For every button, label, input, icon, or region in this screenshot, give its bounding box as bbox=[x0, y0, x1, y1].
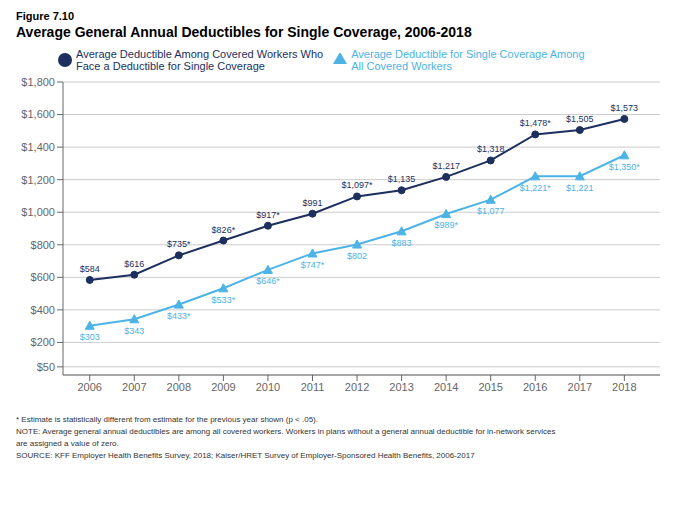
svg-text:$917*: $917* bbox=[256, 210, 280, 220]
svg-text:$1,200: $1,200 bbox=[21, 174, 55, 186]
html-text:are assigned a value of zero.: are assigned a value of zero. bbox=[16, 439, 119, 448]
svg-text:2007: 2007 bbox=[122, 381, 146, 393]
svg-text:2010: 2010 bbox=[256, 381, 280, 393]
svg-text:$1,478*: $1,478* bbox=[520, 118, 552, 128]
svg-text:$1,573: $1,573 bbox=[611, 103, 639, 113]
svg-text:$533*: $533* bbox=[212, 295, 236, 305]
svg-text:$1,400: $1,400 bbox=[21, 141, 55, 153]
svg-text:2008: 2008 bbox=[167, 381, 191, 393]
svg-text:$1,800: $1,800 bbox=[21, 76, 55, 88]
svg-text:$616: $616 bbox=[124, 259, 144, 269]
svg-text:$883: $883 bbox=[392, 238, 412, 248]
svg-text:$1,505: $1,505 bbox=[566, 114, 594, 124]
html-text:Average Deductible for Single: Average Deductible for Single Coverage A… bbox=[351, 48, 585, 72]
svg-text:$826*: $826* bbox=[212, 225, 236, 235]
svg-text:2016: 2016 bbox=[523, 381, 547, 393]
svg-text:2012: 2012 bbox=[345, 381, 369, 393]
svg-text:$1,221: $1,221 bbox=[566, 183, 594, 193]
svg-text:$1,135: $1,135 bbox=[388, 174, 416, 184]
svg-text:2009: 2009 bbox=[211, 381, 235, 393]
svg-text:2015: 2015 bbox=[478, 381, 502, 393]
svg-text:$303: $303 bbox=[80, 332, 100, 342]
svg-text:$802: $802 bbox=[347, 251, 367, 261]
svg-text:$735*: $735* bbox=[167, 239, 191, 249]
svg-text:$1,221*: $1,221* bbox=[520, 183, 552, 193]
html-text:SOURCE: KFF Employer Health Be: SOURCE: KFF Employer Health Benefits Sur… bbox=[16, 451, 475, 460]
svg-text:2006: 2006 bbox=[77, 381, 101, 393]
svg-text:2017: 2017 bbox=[568, 381, 592, 393]
svg-text:$646*: $646* bbox=[256, 276, 280, 286]
svg-text:$989*: $989* bbox=[434, 220, 458, 230]
svg-text:$1,318: $1,318 bbox=[477, 144, 505, 154]
svg-text:$433*: $433* bbox=[167, 311, 191, 321]
svg-text:$991: $991 bbox=[302, 198, 322, 208]
html-text:NOTE: Average general annual d: NOTE: Average general annual deductibles… bbox=[16, 427, 556, 436]
html-text:* Estimate is statistically di: * Estimate is statistically different fr… bbox=[16, 415, 318, 424]
html-text:Average General Annual Deducti: Average General Annual Deductibles for S… bbox=[16, 24, 472, 40]
svg-text:$1,350*: $1,350* bbox=[609, 162, 641, 172]
svg-text:$1,600: $1,600 bbox=[21, 108, 55, 120]
svg-text:$200: $200 bbox=[31, 336, 55, 348]
svg-text:$584: $584 bbox=[80, 264, 100, 274]
svg-text:2018: 2018 bbox=[612, 381, 636, 393]
svg-text:$1,077: $1,077 bbox=[477, 206, 505, 216]
svg-text:$1,217: $1,217 bbox=[432, 161, 460, 171]
svg-text:$1,097*: $1,097* bbox=[342, 180, 374, 190]
svg-text:$747*: $747* bbox=[301, 260, 325, 270]
html-text:Figure 7.10: Figure 7.10 bbox=[16, 10, 75, 22]
svg-text:2011: 2011 bbox=[301, 381, 325, 393]
svg-text:2014: 2014 bbox=[434, 381, 458, 393]
svg-text:$1,000: $1,000 bbox=[21, 206, 55, 218]
svg-text:$800: $800 bbox=[31, 239, 55, 251]
svg-text:$400: $400 bbox=[31, 304, 55, 316]
svg-text:2013: 2013 bbox=[389, 381, 413, 393]
svg-text:$50: $50 bbox=[37, 361, 55, 373]
svg-text:$343: $343 bbox=[124, 326, 144, 336]
html-text:Average Deductible Among Cover: Average Deductible Among Covered Workers… bbox=[76, 48, 324, 72]
svg-text:$600: $600 bbox=[31, 271, 55, 283]
